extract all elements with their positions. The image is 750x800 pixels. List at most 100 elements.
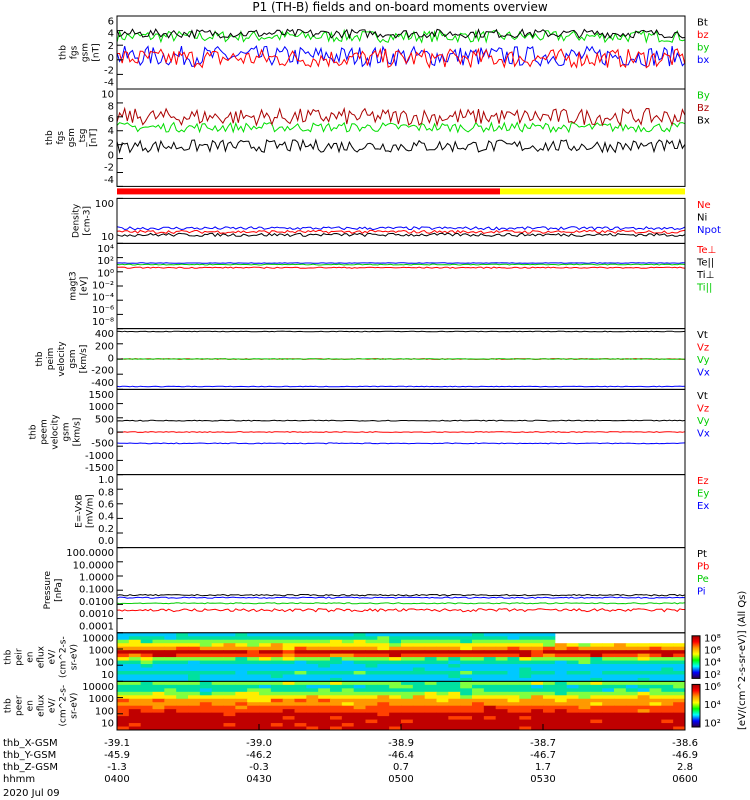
spectrogram-cell	[117, 681, 130, 686]
spectrogram-cell	[128, 653, 142, 658]
y-tick-label: 10⁻⁶	[92, 305, 114, 316]
spectrogram-cell	[223, 719, 236, 724]
spectrogram-cell	[495, 702, 508, 707]
spectrogram-cell	[507, 695, 520, 700]
ephemeris-value: 1.7	[535, 762, 551, 773]
spectrogram-cell	[389, 723, 402, 728]
spectrogram-cell	[164, 695, 177, 700]
spectrogram-cell	[543, 674, 556, 679]
spectrogram-cell	[495, 723, 508, 728]
spectrogram-cell	[318, 664, 331, 669]
spectrogram-cell	[448, 726, 461, 731]
spectrogram-cell	[531, 660, 544, 665]
spectrogram-cell	[412, 719, 426, 724]
spectrogram-cell	[377, 681, 390, 686]
spectrogram-cell	[448, 695, 461, 700]
spectrogram-cell	[649, 719, 662, 724]
spectrogram-cell	[247, 677, 260, 682]
spectrogram-cell	[365, 716, 378, 721]
spectrogram-cell	[649, 664, 662, 669]
spectrogram-cell	[519, 716, 532, 721]
spectrogram-cell	[176, 636, 189, 641]
spectrogram-cell	[306, 681, 319, 686]
spectrogram-cell	[211, 719, 224, 724]
spectrogram-cell	[235, 709, 248, 714]
legend-entry: By	[697, 91, 710, 102]
spectrogram-cell	[353, 643, 366, 648]
spectrogram-cell	[637, 657, 650, 662]
spectrogram-cell	[519, 639, 532, 644]
spectrogram-cell	[259, 650, 272, 655]
spectrogram-cell	[495, 688, 508, 693]
spectrogram-cell	[519, 660, 532, 665]
spectrogram-cell	[637, 677, 650, 682]
y-tick-label: 10⁴	[97, 244, 114, 255]
series-line	[116, 602, 686, 605]
spectrogram-cell	[578, 681, 591, 686]
spectrogram-cell	[282, 660, 295, 665]
spectrogram-cell	[223, 660, 236, 665]
spectrogram-cell	[152, 664, 165, 669]
spectrogram-cell	[140, 726, 153, 731]
spectrogram-cell	[282, 664, 295, 669]
spectrogram-cell	[531, 664, 544, 669]
spectrogram-cell	[531, 639, 544, 644]
spectrogram-cell	[531, 632, 544, 637]
spectrogram-cell	[377, 723, 390, 728]
spectrogram-cell	[507, 688, 520, 693]
spectrogram-cell	[602, 691, 615, 696]
panel-frame	[116, 547, 686, 634]
spectrogram-cell	[602, 688, 615, 693]
spectrogram-cell	[661, 670, 674, 675]
spectrogram-cell	[223, 698, 236, 703]
y-axis-label: thb	[35, 351, 45, 366]
spectrogram-cell	[460, 726, 473, 731]
spectrogram-cell	[294, 681, 307, 686]
spectrogram-cell	[436, 660, 449, 665]
spectrogram-cell	[223, 650, 236, 655]
spectrogram-cell	[495, 726, 508, 731]
spectrogram-cell	[472, 705, 485, 710]
spectrogram-cell	[401, 653, 414, 658]
spectrogram-cell	[117, 646, 130, 651]
spectrogram-cell	[176, 650, 189, 655]
spectrogram-cell	[330, 705, 343, 710]
spectrogram-cell	[602, 674, 615, 679]
spectrogram-cell	[472, 639, 485, 644]
spectrogram-cell	[247, 670, 260, 675]
spectrogram-cell	[673, 716, 686, 721]
spectrogram-cell	[614, 674, 627, 679]
spectrogram-cell	[188, 667, 201, 672]
spectrogram-cell	[543, 643, 556, 648]
spectrogram-cell	[341, 660, 355, 665]
spectrogram-cell	[448, 636, 461, 641]
spectrogram-cell	[554, 667, 568, 672]
spectrogram-cell	[223, 677, 236, 682]
spectrogram-cell	[164, 660, 177, 665]
spectrogram-cell	[128, 726, 142, 731]
spectrogram-cell	[117, 695, 130, 700]
spectrogram-cell	[188, 719, 201, 724]
spectrogram-cell	[554, 695, 568, 700]
spectrogram-cell	[401, 643, 414, 648]
spectrogram-cell	[424, 695, 437, 700]
spectrogram-cell	[164, 698, 177, 703]
spectrogram-cell	[614, 657, 627, 662]
spectrogram-cell	[401, 632, 414, 637]
y-axis-label: magt3	[68, 271, 78, 300]
spectrogram-cell	[176, 702, 189, 707]
spectrogram-cell	[199, 639, 213, 644]
spectrogram-cell	[117, 643, 130, 648]
spectrogram-cell	[590, 709, 603, 714]
spectrogram-cell	[377, 684, 390, 689]
spectrogram-cell	[270, 646, 284, 651]
spectrogram-cell	[330, 716, 343, 721]
y-tick-label: 0.0100	[79, 597, 114, 608]
spectrogram-cell	[460, 681, 473, 686]
spectrogram-cell	[377, 677, 390, 682]
spectrogram-cell	[578, 688, 591, 693]
spectrogram-cell	[128, 702, 142, 707]
spectrogram-cell	[531, 719, 544, 724]
spectrogram-cell	[365, 719, 378, 724]
spectrogram-cell	[306, 674, 319, 679]
